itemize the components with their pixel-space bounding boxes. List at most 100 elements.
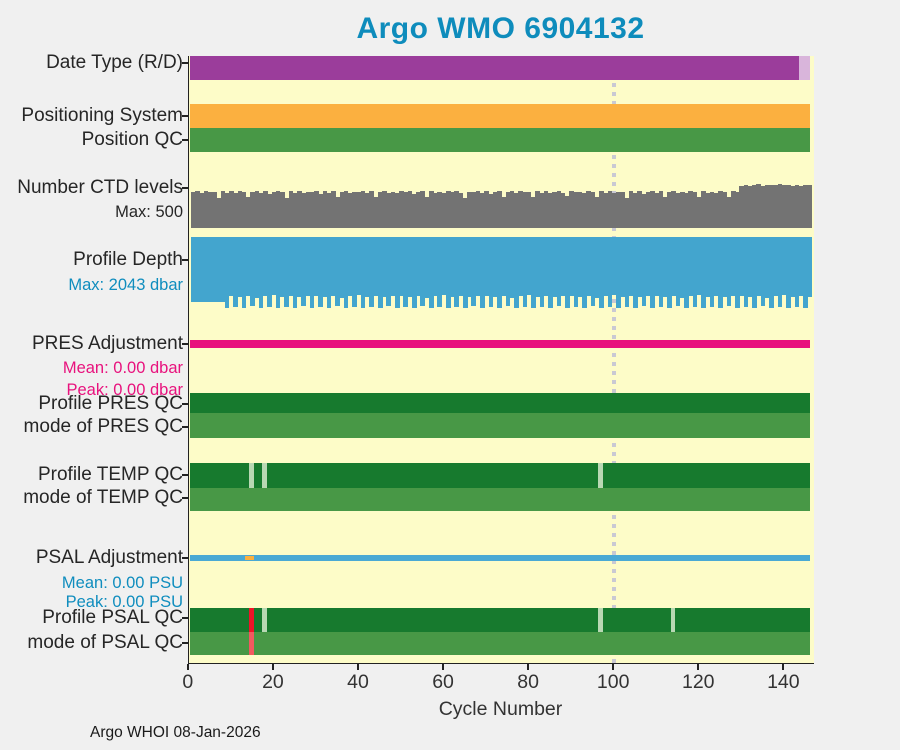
track-ctd-levels-bar	[314, 191, 319, 228]
track-ctd-levels-bar	[271, 191, 277, 228]
track-profile-depth-bar	[624, 237, 630, 307]
track-profile-depth-bar	[739, 237, 745, 297]
track-ctd-levels-bar	[297, 191, 302, 228]
track-ctd-levels-bar	[190, 192, 196, 228]
row-label-mode-temp-qc: mode of TEMP QC	[23, 487, 183, 508]
track-profile-depth-bar	[735, 237, 740, 308]
track-profile-depth-bar	[709, 237, 715, 307]
track-psal-qc-segment	[190, 608, 810, 632]
row-label-pres-adj: PRES Adjustment	[31, 333, 183, 354]
track-ctd-levels-bar	[709, 191, 715, 228]
track-profile-depth-bar	[569, 237, 574, 297]
track-pos-system-segment	[190, 104, 810, 128]
row-label-mode-psal-qc: mode of PSAL QC	[27, 632, 183, 653]
track-profile-depth-bar	[212, 237, 217, 302]
track-ctd-levels-bar	[565, 196, 570, 228]
track-temp-qc-segment	[190, 463, 810, 488]
track-psal-qc-mark	[262, 608, 267, 632]
track-profile-depth-bar	[535, 237, 540, 298]
track-profile-depth-bar	[662, 237, 668, 298]
track-ctd-levels-bar	[373, 197, 379, 228]
track-temp-qc-mark	[598, 463, 603, 488]
track-ctd-levels-bar	[628, 191, 634, 228]
x-tick-label: 20	[262, 671, 284, 693]
track-ctd-levels-bar	[739, 185, 745, 228]
track-profile-depth-bar	[505, 237, 511, 307]
track-ctd-levels-bar	[386, 192, 392, 228]
track-profile-depth-bar	[773, 237, 779, 297]
y-axis-tick	[182, 426, 188, 428]
track-profile-depth-bar	[518, 237, 523, 297]
track-profile-depth-bar	[445, 237, 451, 308]
track-ctd-levels-bar	[437, 191, 443, 228]
x-tick-label: 40	[347, 671, 369, 693]
track-ctd-levels-bar	[509, 191, 515, 228]
x-tick-label: 140	[767, 671, 800, 693]
row-label-ctd: Number CTD levels	[17, 177, 183, 198]
track-ctd-levels-bar	[246, 197, 251, 228]
y-axis-tick	[182, 403, 188, 405]
track-profile-depth-bar	[250, 237, 255, 307]
track-date-type-segment	[799, 56, 810, 80]
track-profile-depth-bar	[675, 237, 681, 307]
track-ctd-levels-bar	[394, 193, 400, 228]
x-tick-label: 0	[182, 671, 194, 693]
track-ctd-levels-bar	[760, 185, 766, 228]
track-ctd-levels-bar	[195, 191, 200, 228]
track-profile-depth-bar	[603, 237, 608, 297]
track-ctd-levels-bar	[331, 191, 336, 228]
track-ctd-levels-bar	[726, 196, 732, 228]
track-ctd-levels-bar	[445, 191, 451, 228]
track-ctd-levels-bar	[531, 197, 536, 228]
y-axis-tick	[182, 557, 188, 559]
track-ctd-levels-bar	[556, 191, 562, 228]
row-label-psal-peak: Peak: 0.00 PSU	[65, 593, 183, 611]
track-ctd-levels-bar	[275, 191, 281, 228]
track-profile-depth-bar	[331, 237, 336, 296]
track-mode-psal-qc-segment	[190, 632, 810, 655]
track-ctd-levels-bar	[764, 185, 770, 228]
track-ctd-levels-bar	[207, 192, 213, 228]
track-profile-depth-bar	[671, 237, 676, 296]
track-profile-depth-bar	[484, 237, 489, 297]
track-date-type-segment	[190, 56, 800, 80]
track-ctd-levels-bar	[326, 192, 332, 228]
track-profile-depth-bar	[284, 237, 289, 307]
track-ctd-levels-bar	[458, 193, 464, 228]
track-ctd-levels-bar	[773, 185, 779, 228]
track-profile-depth-bar	[543, 237, 549, 296]
track-ctd-levels-bar	[756, 184, 762, 228]
track-psal-adj-overlay	[245, 556, 254, 560]
track-profile-depth-bar	[539, 237, 545, 307]
track-profile-depth-bar	[628, 237, 634, 296]
track-profile-depth-bar	[645, 237, 651, 297]
track-profile-depth-bar	[207, 237, 213, 302]
track-profile-depth-bar	[586, 237, 591, 296]
track-profile-depth-bar	[781, 237, 787, 296]
track-ctd-levels-bar	[518, 191, 523, 228]
track-ctd-levels-bar	[582, 192, 587, 228]
track-profile-depth-bar	[309, 237, 315, 308]
track-profile-depth-bar	[195, 237, 200, 302]
track-profile-depth-bar	[556, 237, 562, 307]
row-label-pos-system: Positioning System	[21, 105, 183, 126]
track-profile-depth-bar	[747, 237, 753, 298]
track-profile-depth-bar	[199, 237, 204, 302]
track-ctd-levels-bar	[777, 184, 783, 228]
track-profile-depth-bar	[743, 237, 749, 308]
y-axis-tick	[182, 642, 188, 644]
x-axis-tick	[527, 664, 530, 670]
track-profile-depth-bar	[475, 237, 481, 297]
track-ctd-levels-bar	[220, 191, 226, 228]
track-psal-adj-segment	[190, 555, 810, 561]
x-axis-tick	[186, 664, 189, 670]
track-ctd-levels-bar	[569, 191, 574, 228]
track-ctd-levels-bar	[241, 192, 247, 228]
track-ctd-levels-bar	[743, 184, 749, 228]
track-profile-depth-bar	[471, 237, 477, 307]
track-ctd-levels-bar	[480, 192, 485, 228]
track-ctd-levels-bar	[505, 192, 511, 228]
track-ctd-levels-bar	[799, 185, 804, 228]
track-profile-depth-bar	[339, 237, 345, 298]
track-profile-depth-bar	[458, 237, 464, 296]
